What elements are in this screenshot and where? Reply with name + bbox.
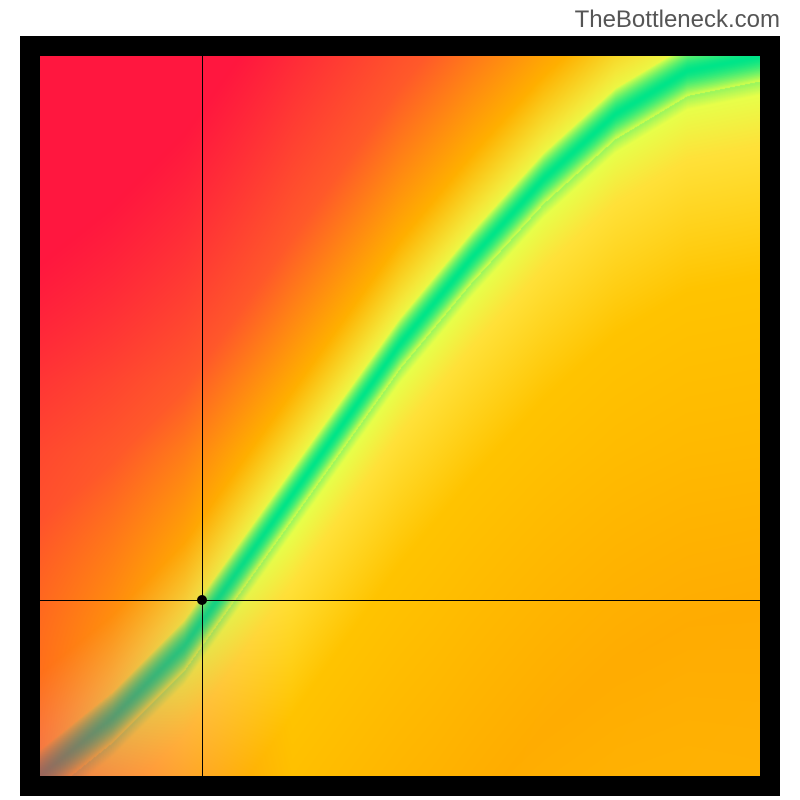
crosshair-horizontal [40,600,760,601]
plot-area [40,56,760,776]
heatmap-canvas [40,56,760,776]
crosshair-vertical [202,56,203,776]
plot-frame [20,36,780,796]
attribution-label: TheBottleneck.com [575,6,780,34]
chart-container: TheBottleneck.com [0,0,800,800]
crosshair-marker [197,595,207,605]
